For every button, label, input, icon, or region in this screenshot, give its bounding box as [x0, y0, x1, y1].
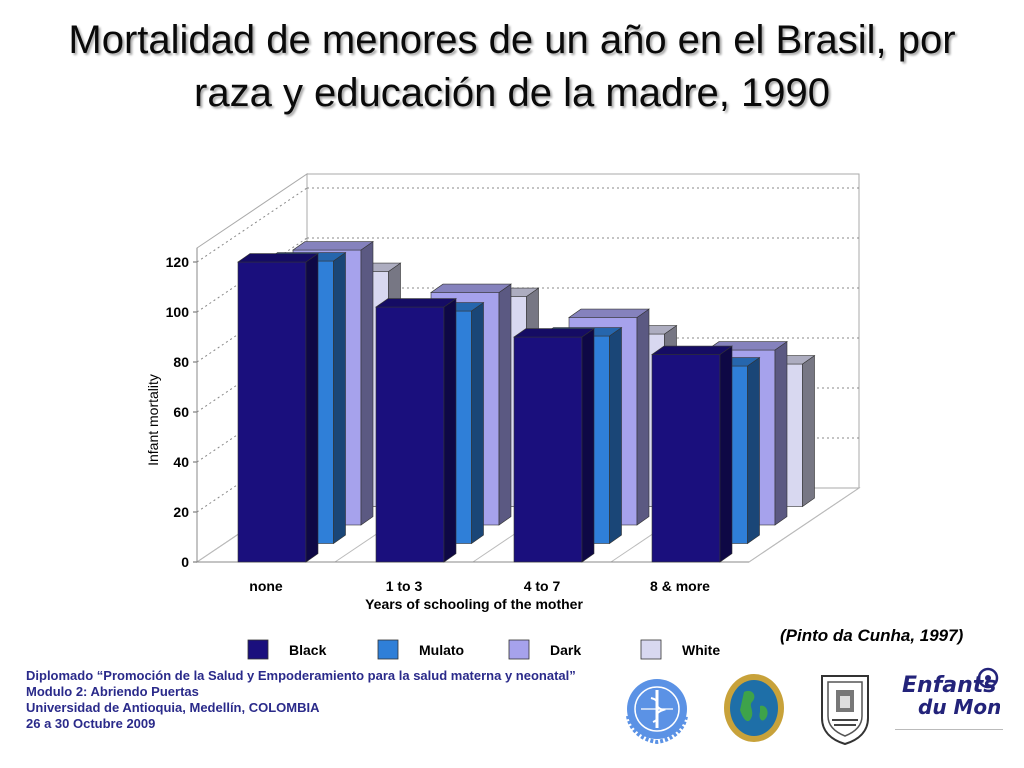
who-emblem-icon	[626, 679, 688, 745]
bar-front	[513, 336, 583, 563]
bar-side	[498, 283, 512, 526]
y-tick-label: 0	[181, 554, 189, 570]
bar	[375, 298, 457, 563]
x-axis-title: Years of schooling of the mother	[365, 596, 583, 612]
globe-seal-icon	[724, 674, 784, 742]
footer-text: Diplomado “Promoción de la Salud y Empod…	[26, 668, 586, 732]
legend-label: Black	[289, 642, 327, 658]
bar-side	[719, 345, 733, 563]
y-axis-title: Infant mortality	[145, 374, 161, 466]
bar	[513, 328, 595, 563]
legend-label: Mulato	[419, 642, 464, 658]
citation: (Pinto da Cunha, 1997)	[780, 626, 964, 645]
bar-side	[360, 241, 374, 526]
logo-divider	[895, 729, 1003, 730]
footer-date: 26 a 30 Octubre 2009	[26, 716, 156, 731]
bar-side	[636, 308, 650, 526]
legend-label: White	[682, 642, 720, 658]
y-tick-label: 120	[166, 254, 190, 270]
bar-front	[375, 306, 445, 563]
y-tick-label: 80	[173, 354, 189, 370]
legend-swatch	[640, 639, 662, 660]
x-tick-label: 1 to 3	[386, 578, 423, 594]
y-tick-label: 40	[173, 454, 189, 470]
bar-top	[292, 241, 374, 251]
legend-label: Dark	[550, 642, 581, 658]
footer-course: Diplomado “Promoción de la Salud y Empod…	[26, 668, 576, 683]
slide-title: Mortalidad de menores de un año en el Br…	[0, 14, 1024, 120]
slide-title-line-1: Mortalidad de menores de un año en el Br…	[68, 18, 956, 62]
y-tick-label: 60	[173, 404, 189, 420]
svg-text:du Monde: du Monde	[918, 695, 1000, 719]
university-seal-icon	[821, 675, 869, 746]
legend-swatch	[508, 639, 530, 660]
x-tick-label: none	[249, 578, 283, 594]
svg-text:Enfants: Enfants	[902, 673, 996, 698]
x-tick-label: 8 & more	[650, 578, 710, 594]
legend-swatch	[377, 639, 399, 660]
bar-top	[651, 345, 733, 355]
bar-front	[237, 261, 307, 563]
bar-side	[774, 341, 788, 526]
y-tick-label: 20	[173, 504, 189, 520]
bar-side	[333, 252, 346, 545]
bar-side	[802, 355, 815, 508]
bar-top	[237, 253, 319, 263]
x-tick-label: 4 to 7	[524, 578, 561, 594]
slide-title-line-2: raza y educación de la madre, 1990	[194, 71, 830, 115]
bar-top	[375, 298, 457, 308]
legend-swatch	[247, 639, 269, 660]
footer-university: Universidad de Antioquia, Medellín, COLO…	[26, 700, 320, 715]
bar-side	[581, 328, 595, 563]
bar	[237, 253, 319, 563]
bar-top	[568, 308, 650, 318]
footer-module: Modulo 2: Abriendo Puertas	[26, 684, 199, 699]
bar-side	[747, 357, 760, 545]
enfants-du-monde-logo: Enfants du Monde	[902, 667, 1000, 719]
bar-top	[430, 283, 512, 293]
y-tick-label: 100	[166, 304, 190, 320]
floor-divider	[748, 487, 860, 563]
bar-side	[305, 253, 319, 563]
bar-top	[513, 328, 595, 338]
bar-side	[471, 302, 484, 545]
bar-side	[443, 298, 457, 563]
bar-front	[651, 354, 721, 563]
bar-side	[609, 327, 622, 545]
gridline-side	[196, 187, 308, 263]
bar	[651, 345, 733, 563]
